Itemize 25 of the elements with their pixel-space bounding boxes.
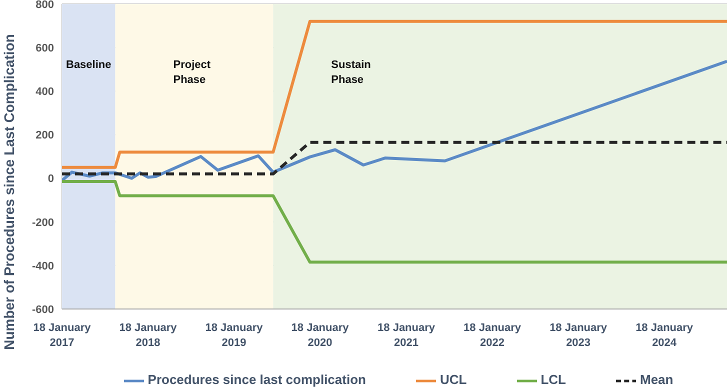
y-axis-title: Number of Procedures since Last Complication — [1, 34, 17, 350]
x-tick-label: 18 January 2017 — [33, 322, 92, 349]
y-tick-label: 0 — [48, 173, 54, 186]
legend-label: Procedures since last complication — [148, 372, 366, 388]
y-tick-label: -400 — [32, 260, 54, 272]
y-tick-label: -200 — [32, 216, 54, 229]
x-tick-label: 18 January 2021 — [378, 322, 436, 349]
line-series — [62, 60, 727, 182]
y-tick-label: 800 — [36, 0, 54, 11]
legend-label: UCL — [440, 372, 467, 388]
y-tick-label: 400 — [36, 86, 54, 98]
y-tick-label: -600 — [32, 304, 54, 316]
band-label: Baseline — [66, 59, 112, 71]
legend-label: Mean — [640, 372, 674, 388]
x-tick-label: 18 January 2023 — [550, 322, 608, 349]
x-tick-label: 18 January 2019 — [205, 322, 264, 349]
band-label: Sustain Phase — [331, 59, 372, 86]
band-label: Project Phase — [173, 59, 211, 86]
x-tick-label: 18 January 2024 — [636, 322, 694, 349]
x-tick-label: 18 January 2022 — [464, 322, 522, 349]
legend-label: LCL — [540, 372, 566, 388]
y-tick-label: 600 — [36, 42, 54, 54]
x-tick-label: 18 January 2020 — [291, 322, 350, 349]
x-tick-label: 18 January 2018 — [119, 322, 178, 349]
y-tick-label: 200 — [36, 130, 54, 142]
